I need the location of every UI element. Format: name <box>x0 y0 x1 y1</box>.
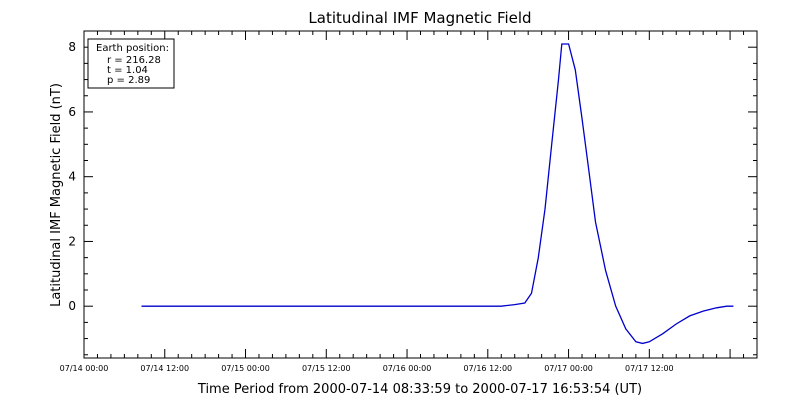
x-axis-label: Time Period from 2000-07-14 08:33:59 to … <box>197 382 642 397</box>
plot-frame <box>83 30 758 359</box>
x-tick-label: 07/17 00:00 <box>544 364 593 373</box>
x-tick-labels: 07/14 00:00 07/14 12:00 07/15 00:00 07/15 1… <box>60 364 674 373</box>
x-tick-label: 07/16 00:00 <box>383 364 432 373</box>
y-tick-label: 2 <box>68 234 76 248</box>
x-tick-label: 07/15 12:00 <box>302 364 351 373</box>
info-box-frame <box>87 38 175 89</box>
info-box-heading: Earth position: <box>96 43 169 54</box>
chart-title: Latitudinal IMF Magnetic Field <box>308 9 531 27</box>
x-tick-label: 07/14 12:00 <box>140 364 189 373</box>
axis-ticks <box>83 31 758 358</box>
series-line <box>141 43 734 345</box>
info-box: Earth position: r = 216.28 t = 1.04 p = … <box>87 38 175 89</box>
x-tick-label: 07/14 00:00 <box>60 364 109 373</box>
info-box-line-r: r = 216.28 <box>107 55 161 66</box>
y-tick-label: 0 <box>68 299 76 313</box>
y-axis-label: Latitudinal IMF Magnetic Field (nT) <box>49 83 64 307</box>
x-tick-label: 07/17 12:00 <box>625 364 674 373</box>
x-tick-label: 07/16 12:00 <box>463 364 512 373</box>
y-tick-label: 6 <box>68 105 76 119</box>
y-tick-label: 4 <box>68 170 76 184</box>
y-tick-label: 8 <box>68 40 76 54</box>
info-box-line-p: p = 2.89 <box>107 75 150 86</box>
x-tick-label: 07/15 00:00 <box>221 364 270 373</box>
y-tick-labels: 0 2 4 6 8 <box>68 40 76 313</box>
info-box-line-t: t = 1.04 <box>107 65 148 76</box>
